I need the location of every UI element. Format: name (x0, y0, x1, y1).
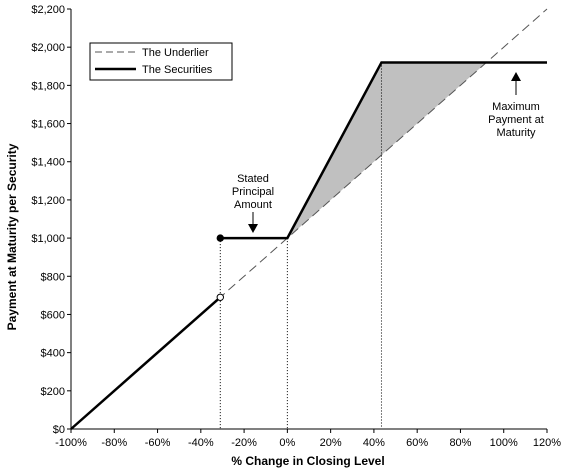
x-tick-label-5: 0% (279, 437, 295, 449)
y-tick-label-3: $600 (41, 309, 65, 321)
y-tick-label-2: $400 (41, 348, 65, 360)
x-tick-label-4: -20% (231, 437, 257, 449)
open-marker-1 (216, 293, 224, 301)
annotation-principal-line-3: Amount (234, 199, 272, 211)
capped-upside-shaded-region (287, 62, 487, 239)
securities-line-segment-0 (70, 296, 222, 430)
y-tick-label-8: $1,600 (31, 119, 65, 131)
annotation-maximum-line-3: Maturity (496, 127, 536, 139)
y-tick-label-5: $1,000 (31, 233, 65, 245)
x-tick-label-11: 120% (533, 437, 561, 449)
x-tick-label-2: -60% (145, 437, 171, 449)
legend-securities-label: The Securities (142, 64, 213, 76)
y-tick-label-0: $0 (53, 424, 65, 436)
annotation-maximum-line-1: Maximum (492, 101, 540, 113)
filled-marker-0 (216, 234, 224, 242)
annotation-principal-line-2: Principal (232, 186, 274, 198)
y-tick-label-9: $1,800 (31, 80, 65, 92)
legend-underlier-label: The Underlier (142, 47, 209, 59)
x-axis-title: % Change in Closing Level (231, 454, 384, 468)
x-tick-label-3: -40% (188, 437, 214, 449)
y-tick-label-6: $1,200 (31, 195, 65, 207)
x-tick-label-10: 100% (490, 437, 518, 449)
y-tick-label-7: $1,400 (31, 157, 65, 169)
x-tick-label-7: 40% (363, 437, 385, 449)
y-tick-label-10: $2,000 (31, 42, 65, 54)
x-tick-label-1: -80% (101, 437, 127, 449)
y-tick-label-11: $2,200 (31, 4, 65, 16)
maximum-payment-annotation: Maximum Payment at Maturity (488, 72, 544, 139)
annotation-principal-arrowhead (248, 224, 258, 233)
x-tick-label-9: 80% (449, 437, 471, 449)
annotation-principal-line-1: Stated (237, 173, 269, 185)
x-tick-label-8: 60% (406, 437, 428, 449)
x-tick-label-0: -100% (55, 437, 87, 449)
y-tick-label-4: $800 (41, 271, 65, 283)
legend-box (89, 42, 233, 81)
annotation-maximum-arrowhead (511, 72, 521, 81)
x-tick-label-6: 20% (320, 437, 342, 449)
y-axis-title: Payment at Maturity per Security (5, 143, 19, 330)
stated-principal-annotation: Stated Principal Amount (232, 173, 274, 233)
annotation-maximum-line-2: Payment at (488, 114, 544, 126)
securities-line-segment-1 (220, 61, 547, 240)
legend: The Underlier The Securities (89, 42, 233, 81)
y-tick-label-1: $200 (41, 386, 65, 398)
